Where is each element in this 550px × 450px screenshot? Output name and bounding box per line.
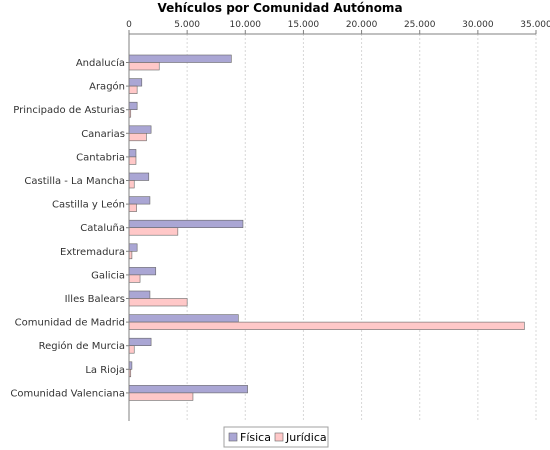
- x-tick-label: 25.000: [404, 20, 436, 30]
- category-label: Aragón: [89, 81, 125, 93]
- bar-fisica: [128, 385, 248, 394]
- bar-fisica: [128, 267, 157, 276]
- bar-fisica: [128, 78, 143, 87]
- bar-juridica: [128, 392, 194, 401]
- bar-juridica: [128, 133, 147, 142]
- category-label: Castilla y León: [52, 199, 125, 211]
- category-label: Extremadura: [60, 247, 125, 258]
- bar-juridica: [128, 298, 188, 307]
- bar-juridica: [128, 274, 141, 283]
- bar-juridica: [128, 203, 137, 212]
- bar-fisica: [128, 172, 150, 181]
- bar-fisica: [128, 149, 137, 158]
- legend-label: Jurídica: [285, 431, 327, 444]
- x-tick-label: 5.000: [174, 20, 200, 30]
- bar-juridica: [128, 180, 135, 189]
- bar-fisica: [128, 54, 232, 63]
- x-axis: 0 5.000 10.000 15.000 20.000 25.000 30.000 35.0…: [126, 20, 550, 35]
- bar-fisica: [128, 196, 151, 205]
- legend-swatch: [274, 432, 284, 442]
- category-label: Comunidad de Madrid: [15, 318, 125, 329]
- legend: Física Jurídica: [223, 426, 329, 448]
- bar-fisica: [128, 290, 151, 299]
- category-label: Cantabria: [76, 152, 125, 163]
- bar-fisica: [128, 243, 138, 252]
- bar-juridica: [128, 156, 137, 165]
- category-label: Cataluña: [80, 223, 125, 234]
- bar-juridica: [128, 345, 135, 354]
- category-label: Región de Murcia: [39, 340, 125, 352]
- bar-fisica: [128, 314, 239, 323]
- bar-juridica: [128, 85, 138, 94]
- bar-fisica: [128, 101, 138, 110]
- bar-fisica: [128, 125, 152, 134]
- chart-title: Vehículos por Comunidad Autónoma: [157, 1, 402, 15]
- bar-juridica: [128, 227, 179, 236]
- x-tick-label: 30.000: [462, 20, 494, 30]
- bar-fisica: [128, 219, 244, 228]
- x-tick-label: 20.000: [346, 20, 378, 30]
- y-axis: Andalucía Aragón Principado de Asturias Can…: [10, 34, 130, 421]
- category-label: Canarias: [81, 129, 125, 140]
- category-label: Illes Balears: [65, 294, 125, 305]
- bar-fisica: [128, 337, 152, 347]
- category-label: La Rioja: [85, 365, 125, 376]
- x-tick-label: 15.000: [288, 20, 320, 30]
- legend-swatch: [228, 432, 238, 442]
- grid: [186, 34, 537, 421]
- bar-juridica: [128, 62, 160, 71]
- category-label: Galicia: [91, 270, 125, 281]
- x-tick-label: 10.000: [230, 20, 262, 30]
- legend-label: Física: [240, 431, 271, 444]
- category-label: Andalucía: [76, 57, 125, 69]
- x-tick-label: 0: [126, 20, 132, 30]
- category-label: Principado de Asturias: [13, 105, 125, 116]
- category-label: Castilla - La Mancha: [24, 176, 125, 187]
- bars: [128, 54, 525, 401]
- x-tick-label: 35.000: [520, 20, 550, 30]
- category-label: Comunidad Valenciana: [10, 388, 125, 399]
- bar-juridica: [128, 321, 525, 330]
